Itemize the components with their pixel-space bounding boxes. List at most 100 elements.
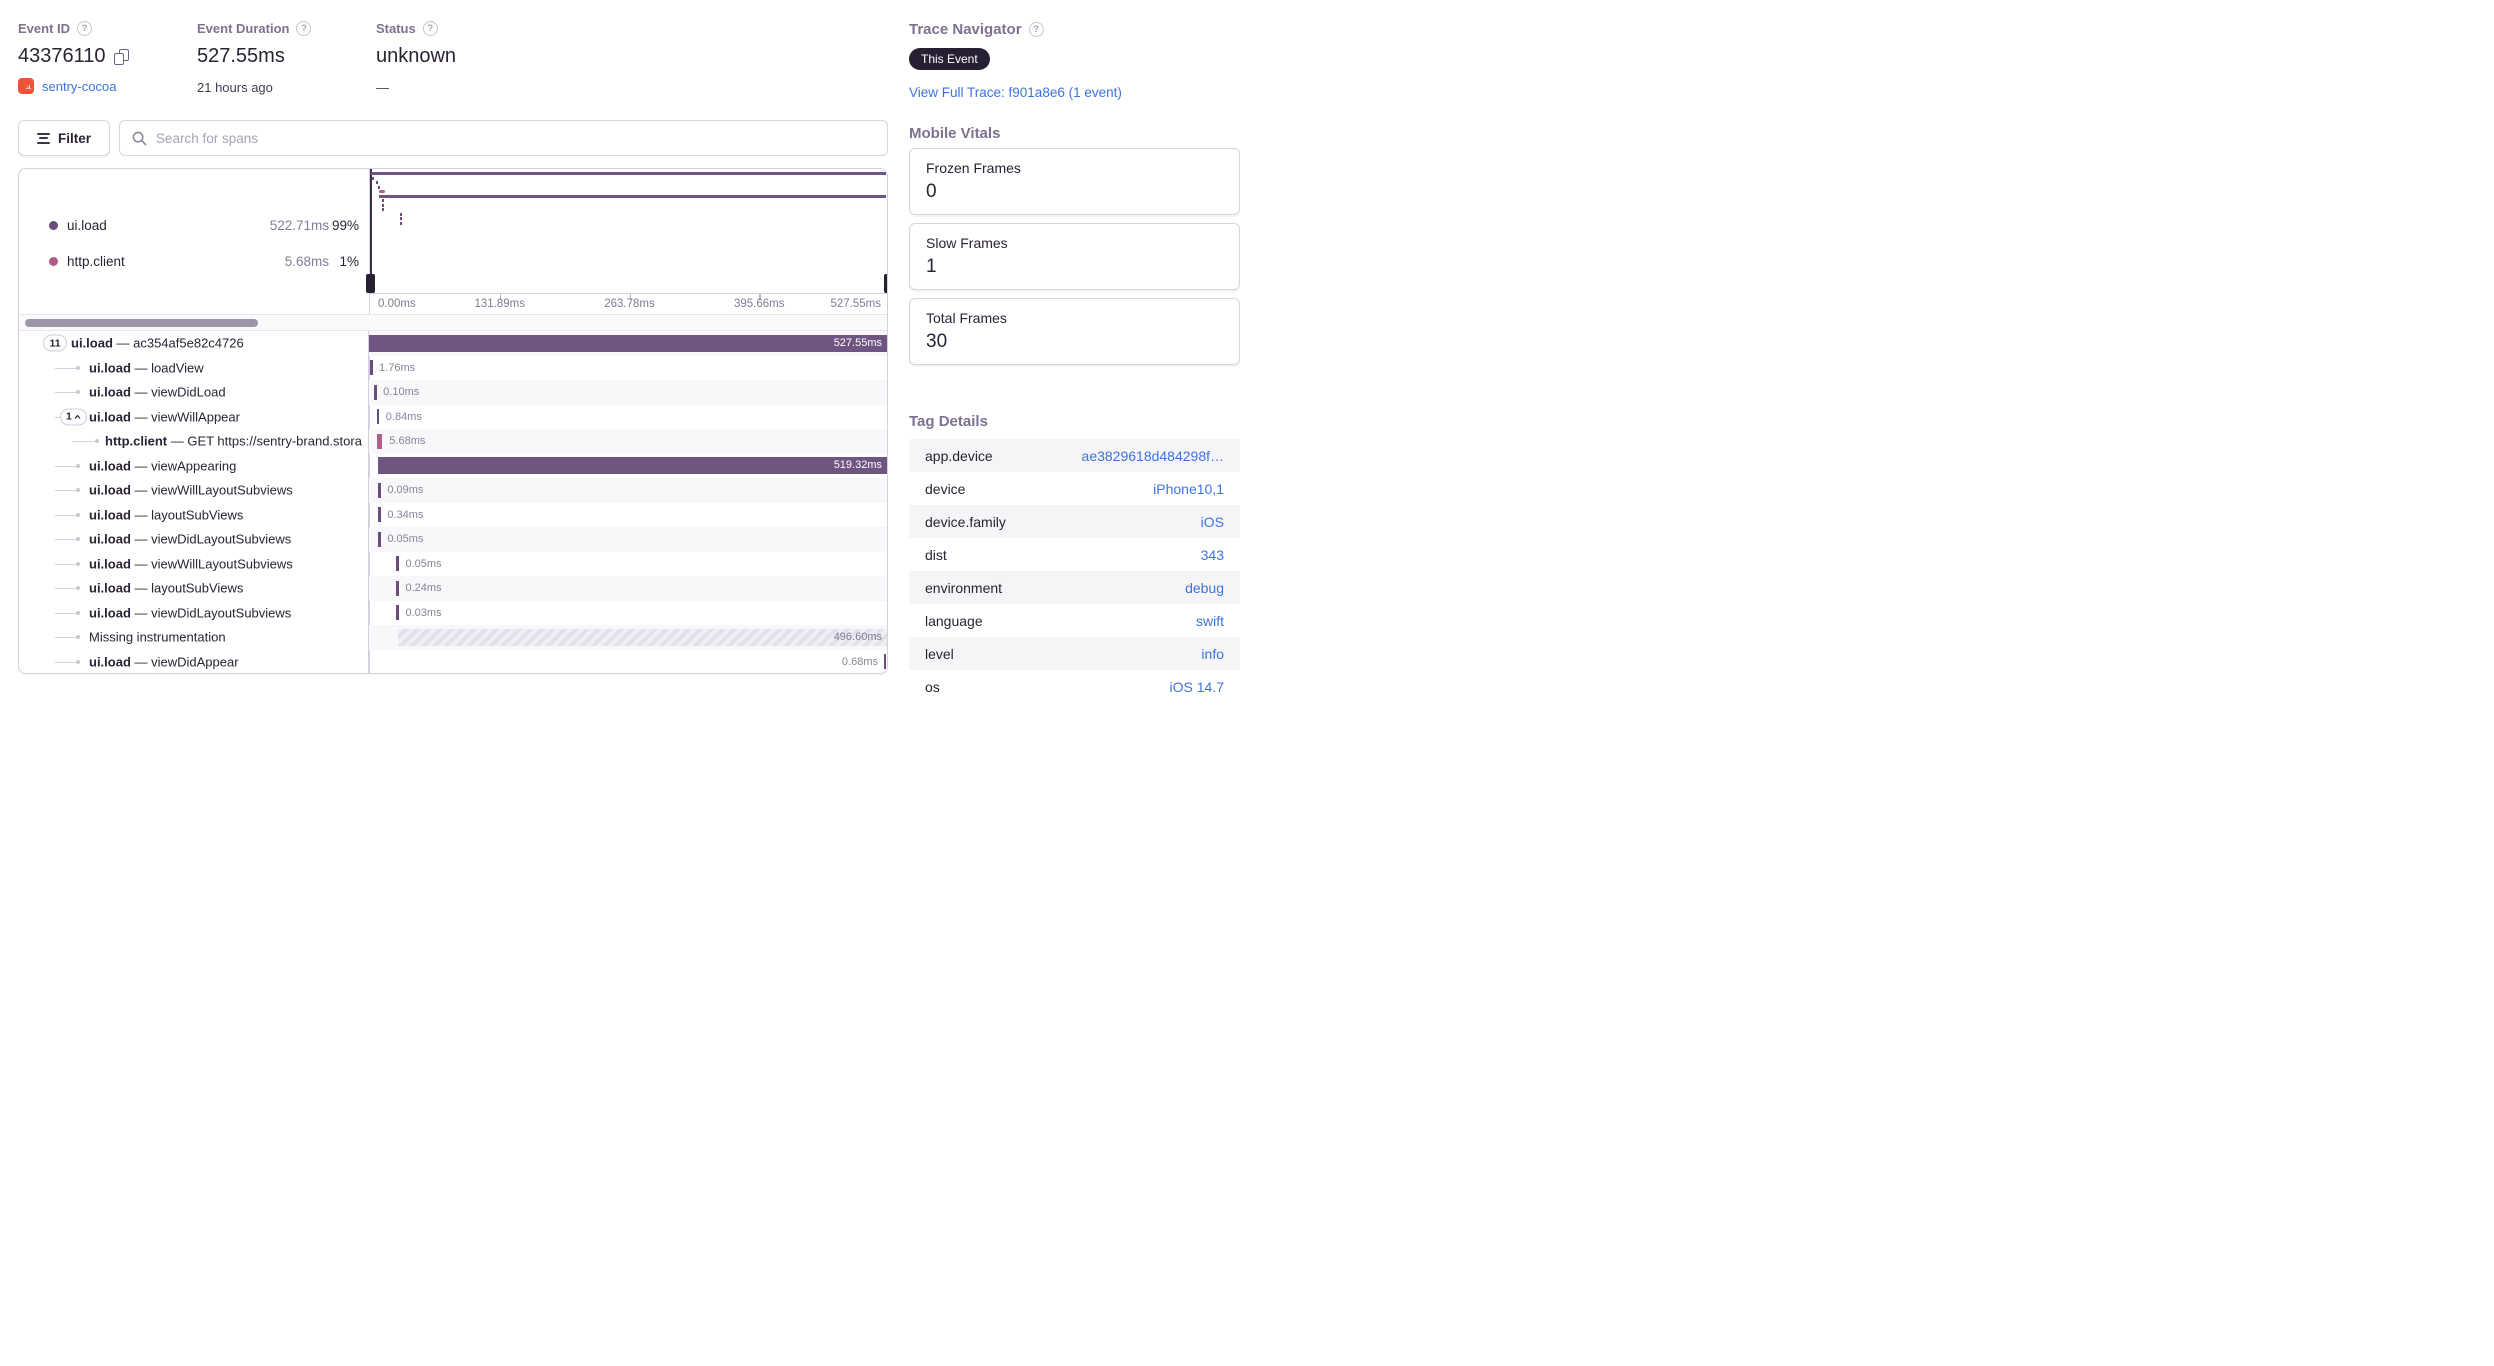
span-row[interactable]: ui.load — viewDidLoad 0.10ms (19, 380, 887, 405)
span-bar[interactable] (883, 654, 886, 669)
tag-value-link[interactable]: iPhone10,1 (1153, 480, 1224, 497)
project-link[interactable]: sentry-cocoa (42, 78, 117, 94)
help-icon[interactable]: ? (296, 21, 312, 36)
legend-duration: 5.68ms (284, 253, 329, 269)
span-tree-cell: Missing instrumentation (19, 625, 369, 650)
tag-value-link[interactable]: info (1201, 645, 1224, 662)
span-bar[interactable] (370, 360, 373, 375)
chevron-up-icon (74, 414, 81, 419)
tag-key: dist (925, 546, 947, 563)
span-row[interactable]: ui.load — viewDidAppear 0.68ms (19, 649, 887, 674)
span-row[interactable]: ui.load — viewWillLayoutSubviews 0.09ms (19, 478, 887, 503)
span-row[interactable]: ui.load — viewDidLayoutSubviews 0.03ms (19, 600, 887, 626)
tree-dot (76, 610, 80, 615)
search-input[interactable] (156, 130, 875, 146)
minimap-right-handle[interactable] (884, 274, 887, 293)
vital-value: 1 (926, 256, 937, 277)
span-label: ui.load — viewDidLoad (89, 384, 226, 400)
span-bar[interactable]: 496.60ms (398, 628, 887, 646)
span-duration-cell[interactable]: 0.68ms (369, 650, 887, 674)
span-bar[interactable] (396, 580, 399, 596)
span-label: http.client — GET https://sentry-brand.s… (105, 433, 362, 449)
span-bar[interactable] (377, 433, 383, 449)
tag-value-link[interactable]: ae3829618d484298f… (1081, 447, 1224, 464)
copy-icon[interactable] (113, 48, 129, 65)
span-duration-label: 496.60ms (833, 630, 882, 643)
trace-minimap[interactable] (366, 169, 887, 293)
span-tree-cell: ui.load — viewAppearing (19, 453, 369, 478)
tag-key: environment (925, 579, 1003, 596)
tree-dot (76, 488, 80, 493)
trace-navigator-section: Trace Navigator ? This Event View Full T… (909, 21, 1122, 102)
span-duration-cell[interactable]: 0.05ms (369, 552, 887, 577)
span-duration-cell[interactable]: 5.68ms (369, 429, 887, 454)
axis-label: 131.89ms (474, 298, 526, 310)
span-row[interactable]: ui.load — viewAppearing 519.32ms (19, 453, 887, 479)
span-row[interactable]: ui.load — layoutSubViews 0.34ms (19, 502, 887, 528)
span-duration-cell[interactable]: 1.76ms (369, 356, 887, 381)
span-row[interactable]: 11 ui.load — ac354af5e82c4726 527.55ms (19, 331, 887, 356)
tag-details-title-text: Tag Details (909, 413, 988, 430)
tag-row-app.device: app.device ae3829618d484298f… (909, 439, 1240, 472)
filter-icon (36, 132, 50, 144)
span-duration-cell[interactable]: 0.05ms (369, 527, 887, 552)
span-duration-label: 0.05ms (405, 557, 442, 570)
span-row[interactable]: ui.load — loadView 1.76ms (19, 355, 887, 381)
span-bar[interactable] (376, 409, 380, 424)
span-duration-cell[interactable]: 0.24ms (369, 576, 887, 601)
legend-label: ui.load (67, 217, 107, 233)
legend-pct: 1% (339, 253, 359, 269)
span-bar[interactable] (374, 384, 377, 400)
tag-key: device (925, 480, 966, 497)
span-duration-cell[interactable]: 519.32ms (369, 454, 887, 479)
status-value: unknown (376, 45, 457, 67)
help-icon[interactable]: ? (1028, 22, 1044, 37)
span-label: ui.load — viewDidLayoutSubviews (89, 605, 292, 621)
tag-value-link[interactable]: swift (1196, 612, 1224, 629)
tag-value-link[interactable]: 343 (1200, 546, 1224, 563)
span-row[interactable]: http.client — GET https://sentry-brand.s… (19, 429, 887, 454)
span-bar[interactable]: 519.32ms (377, 457, 887, 475)
tag-value-link[interactable]: iOS (1200, 513, 1224, 530)
span-row[interactable]: Missing instrumentation 496.60ms (19, 625, 887, 650)
view-full-trace-link[interactable]: View Full Trace: f901a8e6 (1 event) (909, 85, 1122, 100)
span-row[interactable]: 1 ui.load — viewWillAppear 0.84ms (19, 404, 887, 430)
span-duration-cell[interactable]: 0.84ms (369, 405, 887, 430)
minimap-span-mark (378, 194, 886, 198)
tree-scrollbar-thumb[interactable] (25, 318, 258, 327)
legend-item-httpclient[interactable]: http.client 5.68ms 1% (19, 251, 369, 271)
span-tree-cell: ui.load — viewDidLayoutSubviews (19, 527, 369, 552)
span-duration-cell[interactable]: 0.10ms (369, 380, 887, 405)
span-bar[interactable]: 527.55ms (369, 334, 887, 352)
tag-value-link[interactable]: debug (1185, 579, 1224, 596)
tag-key: os (925, 678, 940, 695)
span-row[interactable]: ui.load — viewWillLayoutSubviews 0.05ms (19, 551, 887, 577)
minimap-left-handle[interactable] (366, 274, 375, 293)
span-duration-cell[interactable]: 0.34ms (369, 503, 887, 528)
tree-connector-stub (55, 588, 77, 590)
filter-button[interactable]: Filter (18, 120, 110, 156)
span-bar[interactable] (378, 531, 381, 547)
span-children-pill[interactable]: 11 (43, 334, 67, 352)
legend-item-uiload[interactable]: ui.load 522.71ms 99% (19, 215, 369, 235)
help-icon[interactable]: ? (77, 21, 93, 36)
span-bar[interactable] (396, 605, 399, 620)
span-duration-cell[interactable]: 0.09ms (369, 478, 887, 503)
tag-value-link[interactable]: iOS 14.7 (1169, 678, 1224, 695)
tree-dot (76, 512, 80, 517)
span-duration-cell[interactable]: 0.03ms (369, 601, 887, 626)
minimap-span-mark (381, 199, 384, 202)
span-children-pill[interactable]: 1 (60, 408, 87, 426)
vital-label: Slow Frames (926, 235, 1008, 251)
span-duration-cell[interactable]: 496.60ms (369, 625, 887, 650)
span-bar[interactable] (396, 556, 399, 571)
span-row[interactable]: ui.load — layoutSubViews 0.24ms (19, 576, 887, 601)
help-icon[interactable]: ? (422, 21, 438, 36)
span-duration-label: 1.76ms (379, 361, 416, 374)
span-bar[interactable] (378, 507, 381, 522)
span-duration-cell[interactable]: 527.55ms (369, 331, 887, 356)
event-time-ago: 21 hours ago (197, 80, 273, 95)
span-row[interactable]: ui.load — viewDidLayoutSubviews 0.05ms (19, 527, 887, 552)
minimap-span-mark (381, 208, 384, 211)
span-bar[interactable] (378, 482, 381, 498)
